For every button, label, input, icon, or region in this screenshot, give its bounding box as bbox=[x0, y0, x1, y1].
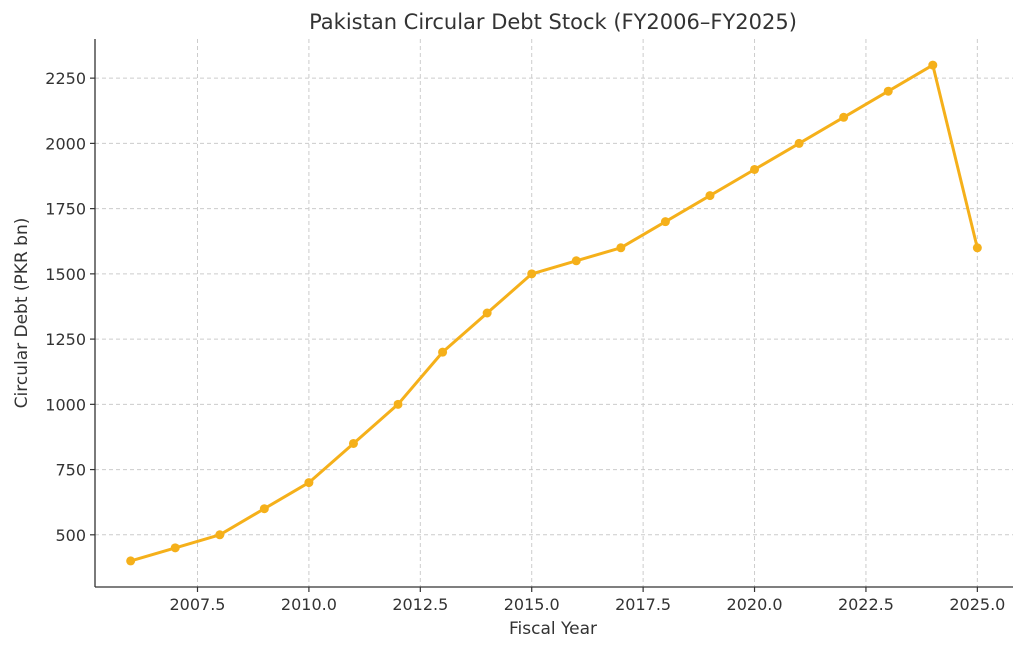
data-point bbox=[839, 112, 849, 122]
data-point bbox=[348, 438, 358, 448]
data-point bbox=[794, 138, 804, 148]
x-axis-label: Fiscal Year bbox=[509, 619, 597, 639]
series bbox=[126, 60, 982, 566]
data-point bbox=[750, 164, 760, 174]
grid bbox=[95, 39, 1013, 587]
x-tick-label: 2022.5 bbox=[838, 595, 894, 614]
data-point bbox=[527, 269, 537, 279]
data-point bbox=[259, 504, 269, 514]
data-point bbox=[438, 347, 448, 357]
series-line bbox=[130, 63, 979, 563]
data-point bbox=[170, 543, 180, 553]
data-point bbox=[972, 243, 982, 253]
x-tick-label: 2020.0 bbox=[727, 595, 783, 614]
data-point bbox=[215, 530, 225, 540]
chart-title: Pakistan Circular Debt Stock (FY2006–FY2… bbox=[309, 10, 797, 34]
y-tick-label: 1750 bbox=[45, 200, 86, 219]
x-tick-label: 2025.0 bbox=[949, 595, 1005, 614]
x-tick-label: 2007.5 bbox=[170, 595, 226, 614]
y-tick-label: 1500 bbox=[45, 265, 86, 284]
y-tick-label: 500 bbox=[55, 526, 86, 545]
x-tick-label: 2015.0 bbox=[504, 595, 560, 614]
data-point bbox=[705, 191, 715, 201]
data-point bbox=[571, 256, 581, 266]
data-point bbox=[304, 478, 314, 488]
x-tick-label: 2010.0 bbox=[281, 595, 337, 614]
data-point bbox=[883, 86, 893, 96]
data-point bbox=[928, 60, 938, 70]
y-tick-label: 750 bbox=[55, 461, 86, 480]
data-point bbox=[393, 399, 403, 409]
data-point bbox=[616, 243, 626, 253]
x-tick-label: 2017.5 bbox=[615, 595, 671, 614]
axes bbox=[94, 39, 1013, 588]
y-axis-label: Circular Debt (PKR bn) bbox=[12, 218, 32, 409]
ticks: 2007.5 2010.0 2012.5 2015.0 2017.5 2020.0 2022… bbox=[45, 69, 1005, 614]
y-tick-label: 2250 bbox=[45, 69, 86, 88]
y-tick-label: 2000 bbox=[45, 134, 86, 153]
data-point bbox=[126, 556, 136, 566]
y-tick-label: 1250 bbox=[45, 330, 86, 349]
data-point bbox=[482, 308, 492, 318]
y-tick-label: 1000 bbox=[45, 395, 86, 414]
x-tick-label: 2012.5 bbox=[392, 595, 448, 614]
data-point bbox=[660, 217, 670, 227]
